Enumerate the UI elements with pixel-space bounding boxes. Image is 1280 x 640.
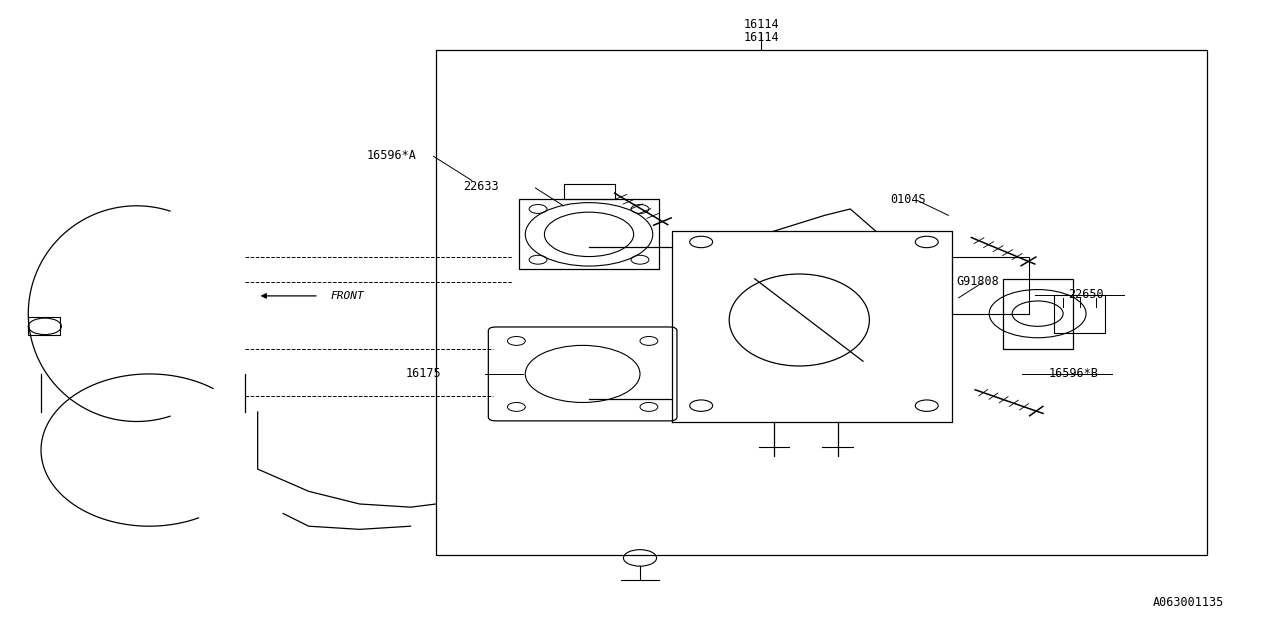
Text: 16175: 16175	[406, 367, 442, 380]
Text: 0104S: 0104S	[890, 193, 925, 206]
Bar	[28, 317, 60, 335]
Text: 16114: 16114	[744, 19, 780, 31]
Text: A063001135: A063001135	[1152, 596, 1224, 609]
Text: G91808: G91808	[956, 275, 1000, 289]
Bar	[1004, 279, 1074, 349]
Text: 22650: 22650	[1069, 288, 1103, 301]
Bar	[436, 51, 1207, 555]
Text: 22633: 22633	[463, 180, 498, 193]
Bar	[563, 184, 614, 200]
Bar	[518, 200, 659, 269]
Text: FRONT: FRONT	[330, 291, 364, 301]
Text: 16596*A: 16596*A	[366, 148, 416, 161]
Text: 16596*B: 16596*B	[1048, 367, 1098, 380]
Text: 16114: 16114	[744, 31, 780, 44]
Bar	[1055, 294, 1105, 333]
